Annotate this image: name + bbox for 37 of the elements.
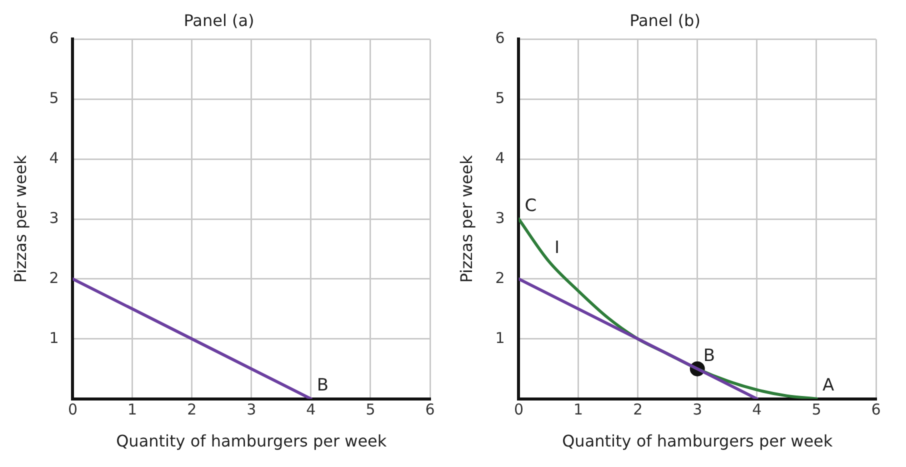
x-axis-title: Quantity of hamburgers per week bbox=[116, 432, 388, 451]
annotation: I bbox=[554, 238, 560, 258]
x-tick-label: 2 bbox=[187, 400, 197, 419]
annotation: B bbox=[703, 346, 716, 366]
y-tick-label: 5 bbox=[49, 89, 59, 108]
x-tick-label: 6 bbox=[425, 400, 435, 419]
y-tick-label: 2 bbox=[49, 268, 59, 287]
x-tick-label: 1 bbox=[128, 400, 138, 419]
x-tick-label: 4 bbox=[752, 400, 762, 419]
y-axis-title: Pizzas per week bbox=[10, 154, 30, 283]
annotation: B bbox=[316, 376, 329, 396]
y-tick-label: 2 bbox=[495, 268, 505, 287]
y-tick-label: 1 bbox=[49, 328, 59, 347]
x-tick-label: 0 bbox=[68, 400, 78, 419]
x-tick-label: 1 bbox=[574, 400, 584, 419]
x-tick-label: 2 bbox=[633, 400, 643, 419]
x-tick-label: 5 bbox=[812, 400, 822, 419]
y-tick-label: 6 bbox=[495, 29, 505, 48]
x-tick-label: 3 bbox=[692, 400, 702, 419]
chart-title: Panel (b) bbox=[630, 10, 700, 30]
y-axis-title: Pizzas per week bbox=[456, 154, 476, 283]
y-tick-label: 4 bbox=[495, 148, 505, 167]
x-tick-label: 3 bbox=[246, 400, 256, 419]
y-tick-label: 6 bbox=[49, 29, 59, 48]
annotation: A bbox=[822, 376, 834, 396]
x-axis-title: Quantity of hamburgers per week bbox=[562, 432, 834, 451]
y-tick-label: 3 bbox=[495, 208, 505, 227]
annotation: C bbox=[524, 196, 537, 216]
y-tick-label: 4 bbox=[49, 148, 59, 167]
x-tick-label: 0 bbox=[514, 400, 524, 419]
chart-title: Panel (a) bbox=[184, 10, 254, 30]
x-tick-label: 5 bbox=[366, 400, 376, 419]
y-tick-label: 5 bbox=[495, 89, 505, 108]
y-tick-label: 3 bbox=[49, 208, 59, 227]
x-tick-label: 6 bbox=[871, 400, 881, 419]
y-tick-label: 1 bbox=[495, 328, 505, 347]
x-tick-label: 4 bbox=[306, 400, 316, 419]
